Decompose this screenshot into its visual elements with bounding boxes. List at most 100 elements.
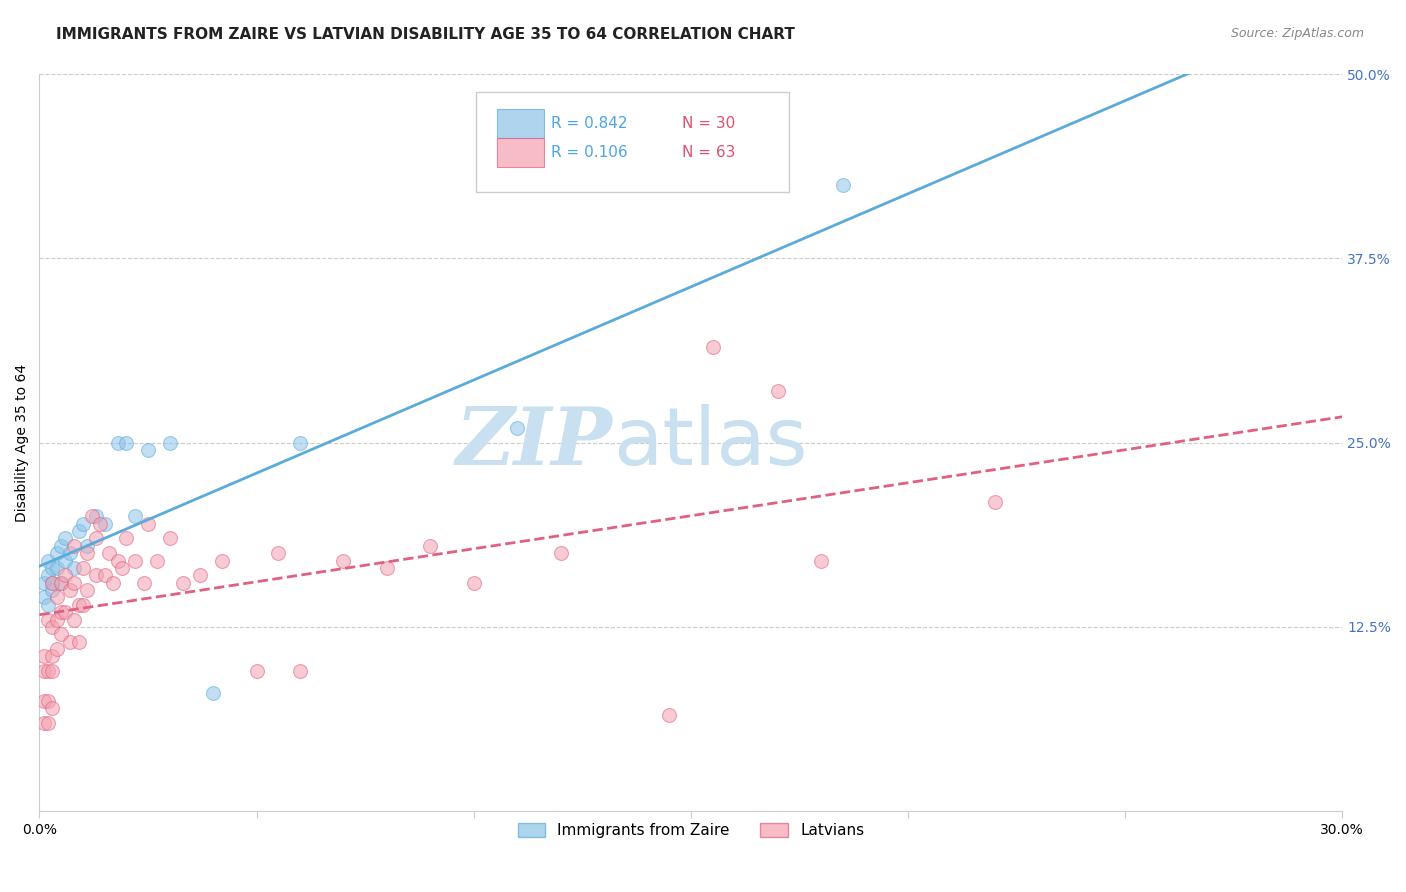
Point xyxy=(32,591,55,605)
Point xyxy=(107,553,129,567)
Point xyxy=(37,613,59,627)
Text: N = 30: N = 30 xyxy=(682,116,735,131)
Text: atlas: atlas xyxy=(613,403,807,482)
Point xyxy=(49,575,72,590)
Point xyxy=(37,693,59,707)
Point xyxy=(419,539,441,553)
Point xyxy=(32,575,55,590)
Point xyxy=(145,553,167,567)
Point xyxy=(463,575,485,590)
Point xyxy=(84,568,107,582)
Point xyxy=(159,532,181,546)
Text: IMMIGRANTS FROM ZAIRE VS LATVIAN DISABILITY AGE 35 TO 64 CORRELATION CHART: IMMIGRANTS FROM ZAIRE VS LATVIAN DISABIL… xyxy=(56,27,796,42)
FancyBboxPatch shape xyxy=(475,93,789,192)
Text: R = 0.106: R = 0.106 xyxy=(551,145,628,160)
Point xyxy=(41,582,63,597)
Point xyxy=(63,575,86,590)
Point xyxy=(72,598,94,612)
Point xyxy=(32,715,55,730)
Point xyxy=(702,340,724,354)
Point xyxy=(288,664,311,678)
Point xyxy=(41,664,63,678)
Y-axis label: Disability Age 35 to 64: Disability Age 35 to 64 xyxy=(15,364,30,522)
Point xyxy=(288,435,311,450)
Point xyxy=(41,620,63,634)
Point xyxy=(59,546,82,560)
Point xyxy=(49,575,72,590)
Point xyxy=(37,598,59,612)
Point xyxy=(72,516,94,531)
Legend: Immigrants from Zaire, Latvians: Immigrants from Zaire, Latvians xyxy=(512,817,870,844)
Point xyxy=(59,634,82,648)
Text: ZIP: ZIP xyxy=(456,404,613,482)
Point xyxy=(55,553,77,567)
Point xyxy=(55,568,77,582)
Point xyxy=(45,613,67,627)
Point xyxy=(41,701,63,715)
Point xyxy=(37,568,59,582)
Point xyxy=(332,553,354,567)
Point xyxy=(32,693,55,707)
Point xyxy=(245,664,267,678)
Point xyxy=(45,546,67,560)
Point xyxy=(67,598,90,612)
Point xyxy=(124,509,146,524)
Point xyxy=(124,553,146,567)
Point xyxy=(37,553,59,567)
Point xyxy=(89,516,111,531)
Point xyxy=(202,686,225,700)
Point xyxy=(41,561,63,575)
Point xyxy=(115,435,138,450)
Point xyxy=(45,591,67,605)
Text: N = 63: N = 63 xyxy=(682,145,735,160)
Point xyxy=(67,524,90,538)
Point xyxy=(84,509,107,524)
Point xyxy=(188,568,211,582)
Point xyxy=(103,575,125,590)
Point xyxy=(136,442,159,457)
Point xyxy=(136,516,159,531)
Point xyxy=(172,575,194,590)
Point xyxy=(63,539,86,553)
Text: Source: ZipAtlas.com: Source: ZipAtlas.com xyxy=(1230,27,1364,40)
Point xyxy=(84,532,107,546)
Point xyxy=(76,539,98,553)
Point xyxy=(49,539,72,553)
Point xyxy=(72,561,94,575)
Point xyxy=(41,649,63,664)
Point xyxy=(55,532,77,546)
Point xyxy=(97,546,120,560)
Point xyxy=(93,516,115,531)
Point xyxy=(67,634,90,648)
Point xyxy=(766,384,789,398)
Point xyxy=(810,553,832,567)
Point xyxy=(76,582,98,597)
Point xyxy=(41,575,63,590)
Point xyxy=(32,664,55,678)
Point xyxy=(658,708,681,723)
Point xyxy=(111,561,134,575)
Point xyxy=(107,435,129,450)
Point xyxy=(506,421,529,435)
Text: R = 0.842: R = 0.842 xyxy=(551,116,628,131)
Point xyxy=(37,715,59,730)
Point xyxy=(93,568,115,582)
Point xyxy=(211,553,233,567)
Point xyxy=(984,494,1007,508)
Point xyxy=(159,435,181,450)
Point xyxy=(115,532,138,546)
Point xyxy=(45,642,67,657)
Point xyxy=(32,649,55,664)
Point xyxy=(80,509,103,524)
FancyBboxPatch shape xyxy=(496,137,544,167)
Point xyxy=(49,627,72,641)
Point xyxy=(55,605,77,619)
Point xyxy=(550,546,572,560)
Point xyxy=(41,575,63,590)
Point xyxy=(63,561,86,575)
Point xyxy=(375,561,398,575)
Point xyxy=(59,582,82,597)
Point xyxy=(831,178,853,192)
Point xyxy=(76,546,98,560)
Point xyxy=(267,546,290,560)
